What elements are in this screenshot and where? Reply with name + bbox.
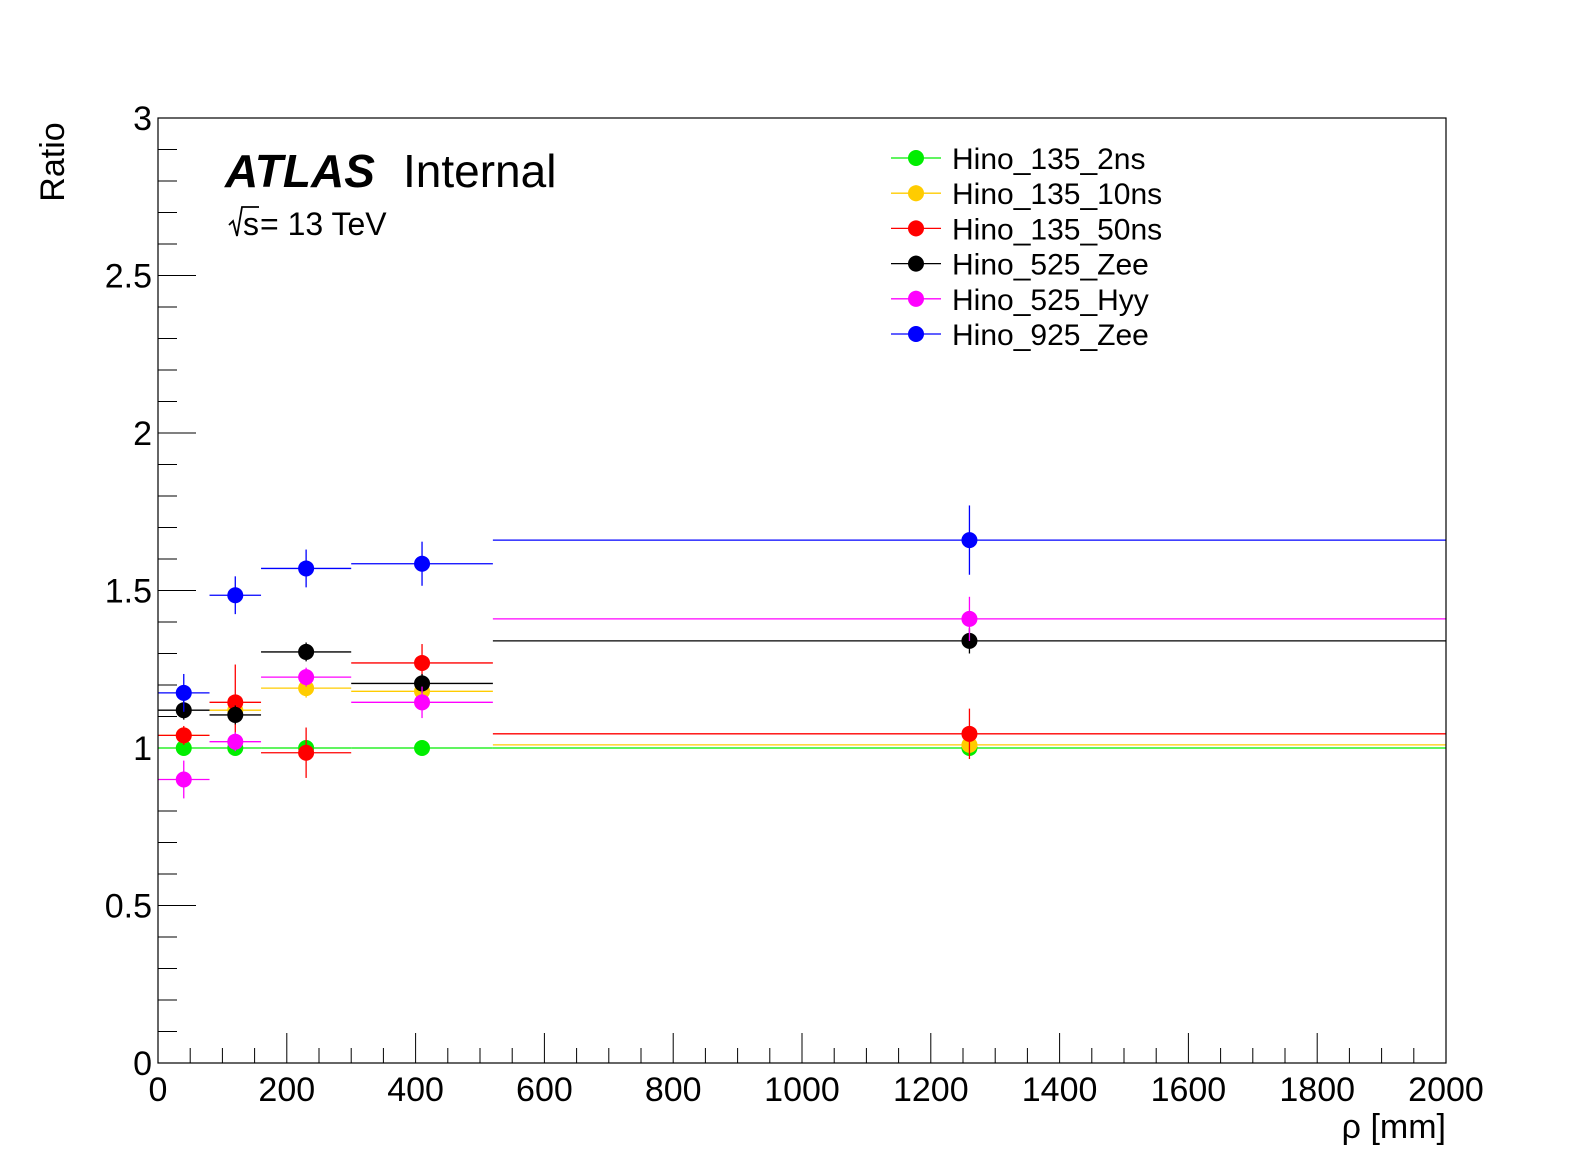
data-point bbox=[227, 733, 244, 750]
y-tick-label: 0 bbox=[133, 1045, 152, 1083]
y-tick-label: 2.5 bbox=[105, 258, 152, 296]
axis-tick-labels: 0 200 400 600 800 1000 1200 1400 1600 1800 2000 0 0.… bbox=[105, 100, 1484, 1109]
legend-label: Hino_525_Zee bbox=[952, 249, 1149, 282]
y-tick-label: 3 bbox=[133, 100, 152, 138]
y-axis-title: Ratio bbox=[34, 122, 72, 201]
data-point bbox=[227, 694, 244, 711]
legend-marker bbox=[908, 220, 924, 237]
data-point bbox=[961, 532, 978, 549]
x-tick-label: 800 bbox=[645, 1071, 702, 1109]
data-point bbox=[414, 740, 431, 756]
legend-marker bbox=[908, 290, 924, 307]
legend-entry: Hino_925_Zee bbox=[891, 319, 1149, 352]
data-point bbox=[298, 669, 315, 686]
legend: Hino_135_2nsHino_135_10nsHino_135_50nsHi… bbox=[891, 143, 1162, 352]
data-point bbox=[414, 694, 431, 711]
y-tick-label: 1 bbox=[133, 730, 152, 768]
x-axis-title: ρ [mm] bbox=[1342, 1108, 1446, 1146]
data-point bbox=[298, 560, 315, 577]
legend-label: Hino_525_Hyy bbox=[952, 284, 1149, 317]
legend-entry: Hino_525_Zee bbox=[891, 249, 1149, 282]
x-tick-label: 1200 bbox=[893, 1071, 969, 1109]
legend-marker bbox=[908, 185, 924, 202]
x-tick-label: 1000 bbox=[764, 1071, 840, 1109]
data-point bbox=[175, 740, 192, 756]
y-tick-label: 1.5 bbox=[105, 573, 152, 611]
legend-marker bbox=[908, 255, 924, 272]
x-tick-label: 1400 bbox=[1022, 1071, 1098, 1109]
y-tick-label: 0.5 bbox=[105, 888, 152, 926]
legend-label: Hino_135_10ns bbox=[952, 178, 1162, 211]
data-point bbox=[414, 555, 431, 572]
legend-label: Hino_135_50ns bbox=[952, 213, 1162, 246]
series-Hino_925_Zee bbox=[158, 505, 1446, 712]
data-point bbox=[175, 684, 192, 701]
x-tick-label: 200 bbox=[258, 1071, 315, 1109]
data-point bbox=[227, 706, 244, 723]
data-point bbox=[298, 643, 315, 660]
x-tick-label: 2000 bbox=[1408, 1071, 1484, 1109]
legend-label: Hino_925_Zee bbox=[952, 319, 1149, 352]
sqrt-symbol bbox=[228, 206, 259, 237]
energy-label: = 13 TeV bbox=[260, 206, 387, 242]
data-point bbox=[175, 727, 192, 744]
data-point bbox=[961, 610, 978, 627]
legend-marker bbox=[908, 150, 924, 166]
x-tick-label: 1800 bbox=[1279, 1071, 1355, 1109]
legend-marker bbox=[908, 326, 924, 342]
x-tick-label: 400 bbox=[387, 1071, 444, 1109]
data-point bbox=[414, 654, 431, 671]
legend-label: Hino_135_2ns bbox=[952, 143, 1146, 176]
x-tick-label: 600 bbox=[516, 1071, 573, 1109]
data-point bbox=[227, 587, 244, 604]
y-tick-label: 2 bbox=[133, 415, 152, 453]
data-point bbox=[414, 675, 431, 692]
series-Hino_135_50ns bbox=[158, 644, 1446, 778]
data-point bbox=[298, 744, 315, 761]
x-tick-label: 1600 bbox=[1151, 1071, 1227, 1109]
legend-entry: Hino_525_Hyy bbox=[891, 284, 1149, 317]
data-point bbox=[298, 680, 315, 697]
legend-entry: Hino_135_10ns bbox=[891, 178, 1162, 211]
plot-frame bbox=[157, 117, 1447, 1064]
energy-sqrt-arg: s bbox=[243, 206, 259, 242]
x-tick-label: 0 bbox=[149, 1071, 168, 1109]
legend-entry: Hino_135_50ns bbox=[891, 213, 1162, 246]
data-point bbox=[175, 771, 192, 788]
atlas-label: ATLAS bbox=[224, 145, 375, 197]
series-Hino_525_Hyy bbox=[158, 596, 1446, 799]
data-series-layer bbox=[158, 505, 1446, 799]
legend-entry: Hino_135_2ns bbox=[891, 143, 1146, 176]
internal-label: Internal bbox=[403, 145, 556, 197]
data-point bbox=[961, 725, 978, 742]
